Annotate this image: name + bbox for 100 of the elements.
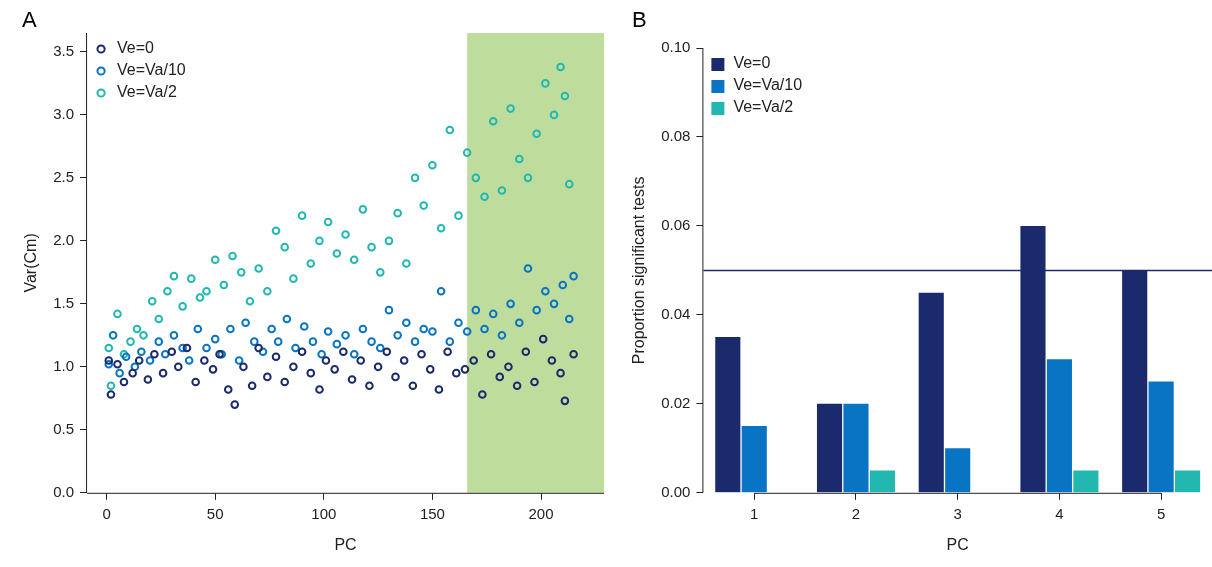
point (514, 154, 524, 164)
legend-label: Ve=Va/2 (733, 98, 794, 116)
point (393, 208, 402, 218)
bar (1046, 359, 1072, 493)
point (341, 331, 350, 340)
y-tick-label: 0.04 (661, 305, 691, 323)
point (193, 324, 203, 334)
point (169, 331, 179, 340)
point (564, 314, 574, 324)
point (436, 223, 446, 233)
point (308, 337, 318, 346)
point (428, 160, 437, 170)
point (506, 104, 515, 113)
point (339, 347, 348, 357)
chart-title: A (22, 7, 37, 33)
point (462, 327, 472, 336)
point (306, 368, 316, 378)
point (280, 242, 290, 252)
x-tick-label: 1 (750, 504, 759, 522)
point (341, 230, 350, 239)
point (564, 179, 574, 189)
point (115, 368, 124, 378)
point (504, 362, 513, 372)
point (549, 299, 559, 309)
point (462, 148, 472, 157)
point (532, 305, 541, 315)
point (234, 356, 244, 365)
point (254, 264, 263, 273)
point (384, 236, 394, 246)
point (306, 259, 316, 268)
point (106, 381, 116, 391)
x-tick-label: 3 (953, 504, 962, 522)
point (241, 318, 250, 328)
bar (918, 292, 944, 493)
y-tick-label: 3.0 (53, 105, 75, 123)
point (299, 322, 309, 331)
point (297, 211, 307, 220)
x-tick-label: 5 (1156, 504, 1166, 522)
x-axis-title: PC (946, 535, 969, 553)
point (187, 274, 196, 283)
point (460, 365, 470, 374)
legend-label: Ve=Va/2 (117, 83, 177, 101)
point (202, 343, 211, 353)
point (488, 116, 498, 126)
point (375, 268, 385, 277)
x-tick-label: 200 (528, 504, 554, 522)
point (273, 337, 283, 346)
point (239, 362, 248, 372)
point (160, 349, 170, 359)
y-tick-label: 0.00 (661, 482, 691, 500)
point (497, 331, 507, 340)
point (538, 334, 548, 344)
bar (715, 337, 741, 493)
point (402, 318, 411, 328)
legend-label: Ve=0 (117, 39, 155, 57)
point (163, 286, 172, 296)
point (367, 242, 376, 252)
point (247, 381, 257, 391)
legend-label: Ve=Va/10 (733, 76, 803, 94)
point (471, 305, 481, 315)
point (210, 334, 220, 344)
point (541, 286, 550, 296)
y-tick-label: 2.0 (53, 231, 75, 248)
point (454, 211, 463, 220)
point (113, 309, 122, 319)
y-tick-label: 0.06 (661, 216, 691, 234)
point (486, 349, 496, 359)
point (514, 318, 524, 328)
point (549, 110, 559, 120)
point (182, 343, 192, 353)
x-tick-label: 2 (851, 504, 861, 522)
point (547, 356, 557, 365)
point (512, 381, 522, 391)
point (132, 324, 142, 334)
point (137, 347, 146, 357)
point (150, 349, 159, 359)
y-tick-label: 0.02 (661, 393, 691, 411)
point (145, 356, 155, 365)
point (480, 192, 489, 202)
point (228, 251, 237, 261)
point (317, 349, 326, 359)
point (289, 362, 298, 372)
point (445, 337, 455, 346)
point (399, 356, 409, 365)
point (315, 385, 324, 394)
point (263, 372, 272, 382)
point (271, 226, 281, 236)
point (219, 280, 229, 290)
point (569, 349, 578, 359)
point (139, 331, 148, 340)
point (332, 249, 342, 258)
bar (816, 403, 843, 493)
point (443, 347, 452, 357)
point (108, 331, 118, 340)
y-axis-title: Proportion significant tests (630, 176, 648, 365)
point (523, 173, 533, 183)
point (263, 286, 272, 296)
point (178, 343, 187, 353)
point (417, 349, 426, 359)
point (560, 91, 570, 101)
